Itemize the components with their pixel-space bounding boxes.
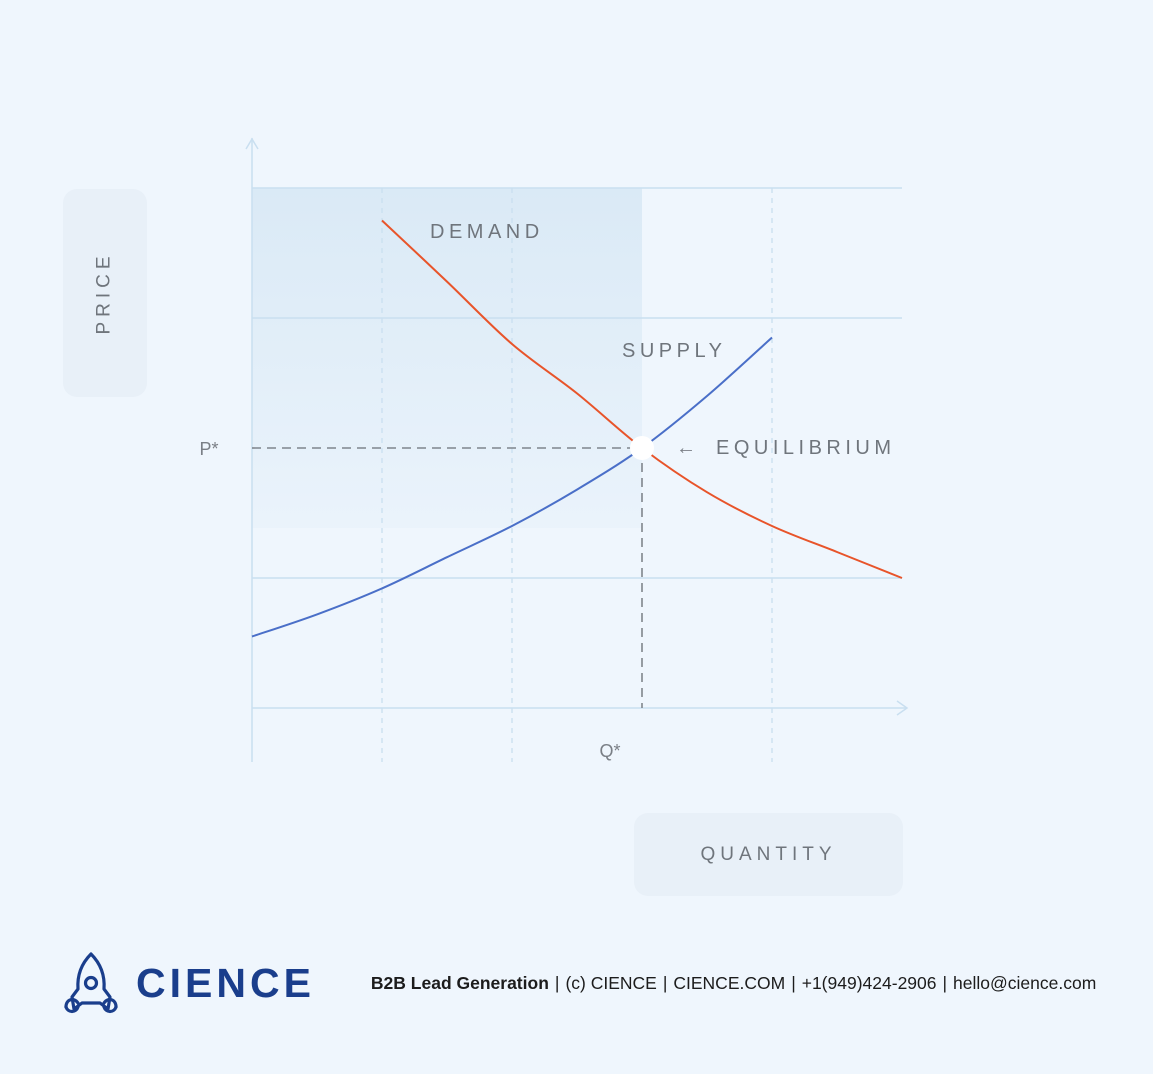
y-axis-arrow-icon — [245, 137, 259, 150]
equilibrium-label: EQUILIBRIUM — [716, 437, 896, 459]
supply-curve — [251, 336, 773, 638]
equilibrium-arrow-icon: ← — [676, 437, 696, 459]
y-axis-label: PRICE — [93, 251, 115, 335]
footer-copyright: (c) CIENCE — [565, 972, 657, 993]
quantity-star-label: Q* — [599, 741, 620, 761]
footer-separator: | — [791, 972, 796, 993]
horizontal-gridlines — [252, 187, 902, 579]
footer-separator: | — [942, 972, 948, 993]
demand-series-label: DEMAND — [430, 221, 544, 243]
footer-contact-line: B2B Lead Generation | (c) CIENCE | CIENCE.CO… — [371, 973, 1096, 994]
equilibrium-point — [630, 436, 654, 460]
equilibrium-reference-lines — [252, 447, 643, 708]
y-axis-label-box: PRICE — [63, 189, 147, 397]
brand-logo: CIENCE — [62, 951, 315, 1015]
x-axis-label-box: QUANTITY — [634, 813, 903, 896]
footer-tagline: B2B Lead Generation — [370, 972, 549, 993]
x-axis-arrow-icon — [896, 700, 909, 716]
brand-name: CIENCE — [136, 959, 315, 1006]
axes — [245, 137, 909, 762]
footer-email-link[interactable]: hello@cience.com — [953, 972, 1097, 993]
footer-website-link[interactable]: CIENCE.COM — [673, 972, 786, 993]
rocket-icon — [64, 952, 118, 1014]
footer-separator: | — [662, 972, 668, 993]
consumer-surplus-region — [252, 188, 642, 528]
supply-series-label: SUPPLY — [622, 340, 726, 362]
footer: CIENCE B2B Lead Generation | (c) CIENCE | CI… — [62, 948, 1102, 1018]
footer-separator: | — [554, 972, 560, 993]
footer-phone[interactable]: +1(949)424-2906 — [801, 972, 937, 993]
price-star-label: P* — [199, 439, 218, 459]
x-axis-label: QUANTITY — [700, 843, 837, 865]
